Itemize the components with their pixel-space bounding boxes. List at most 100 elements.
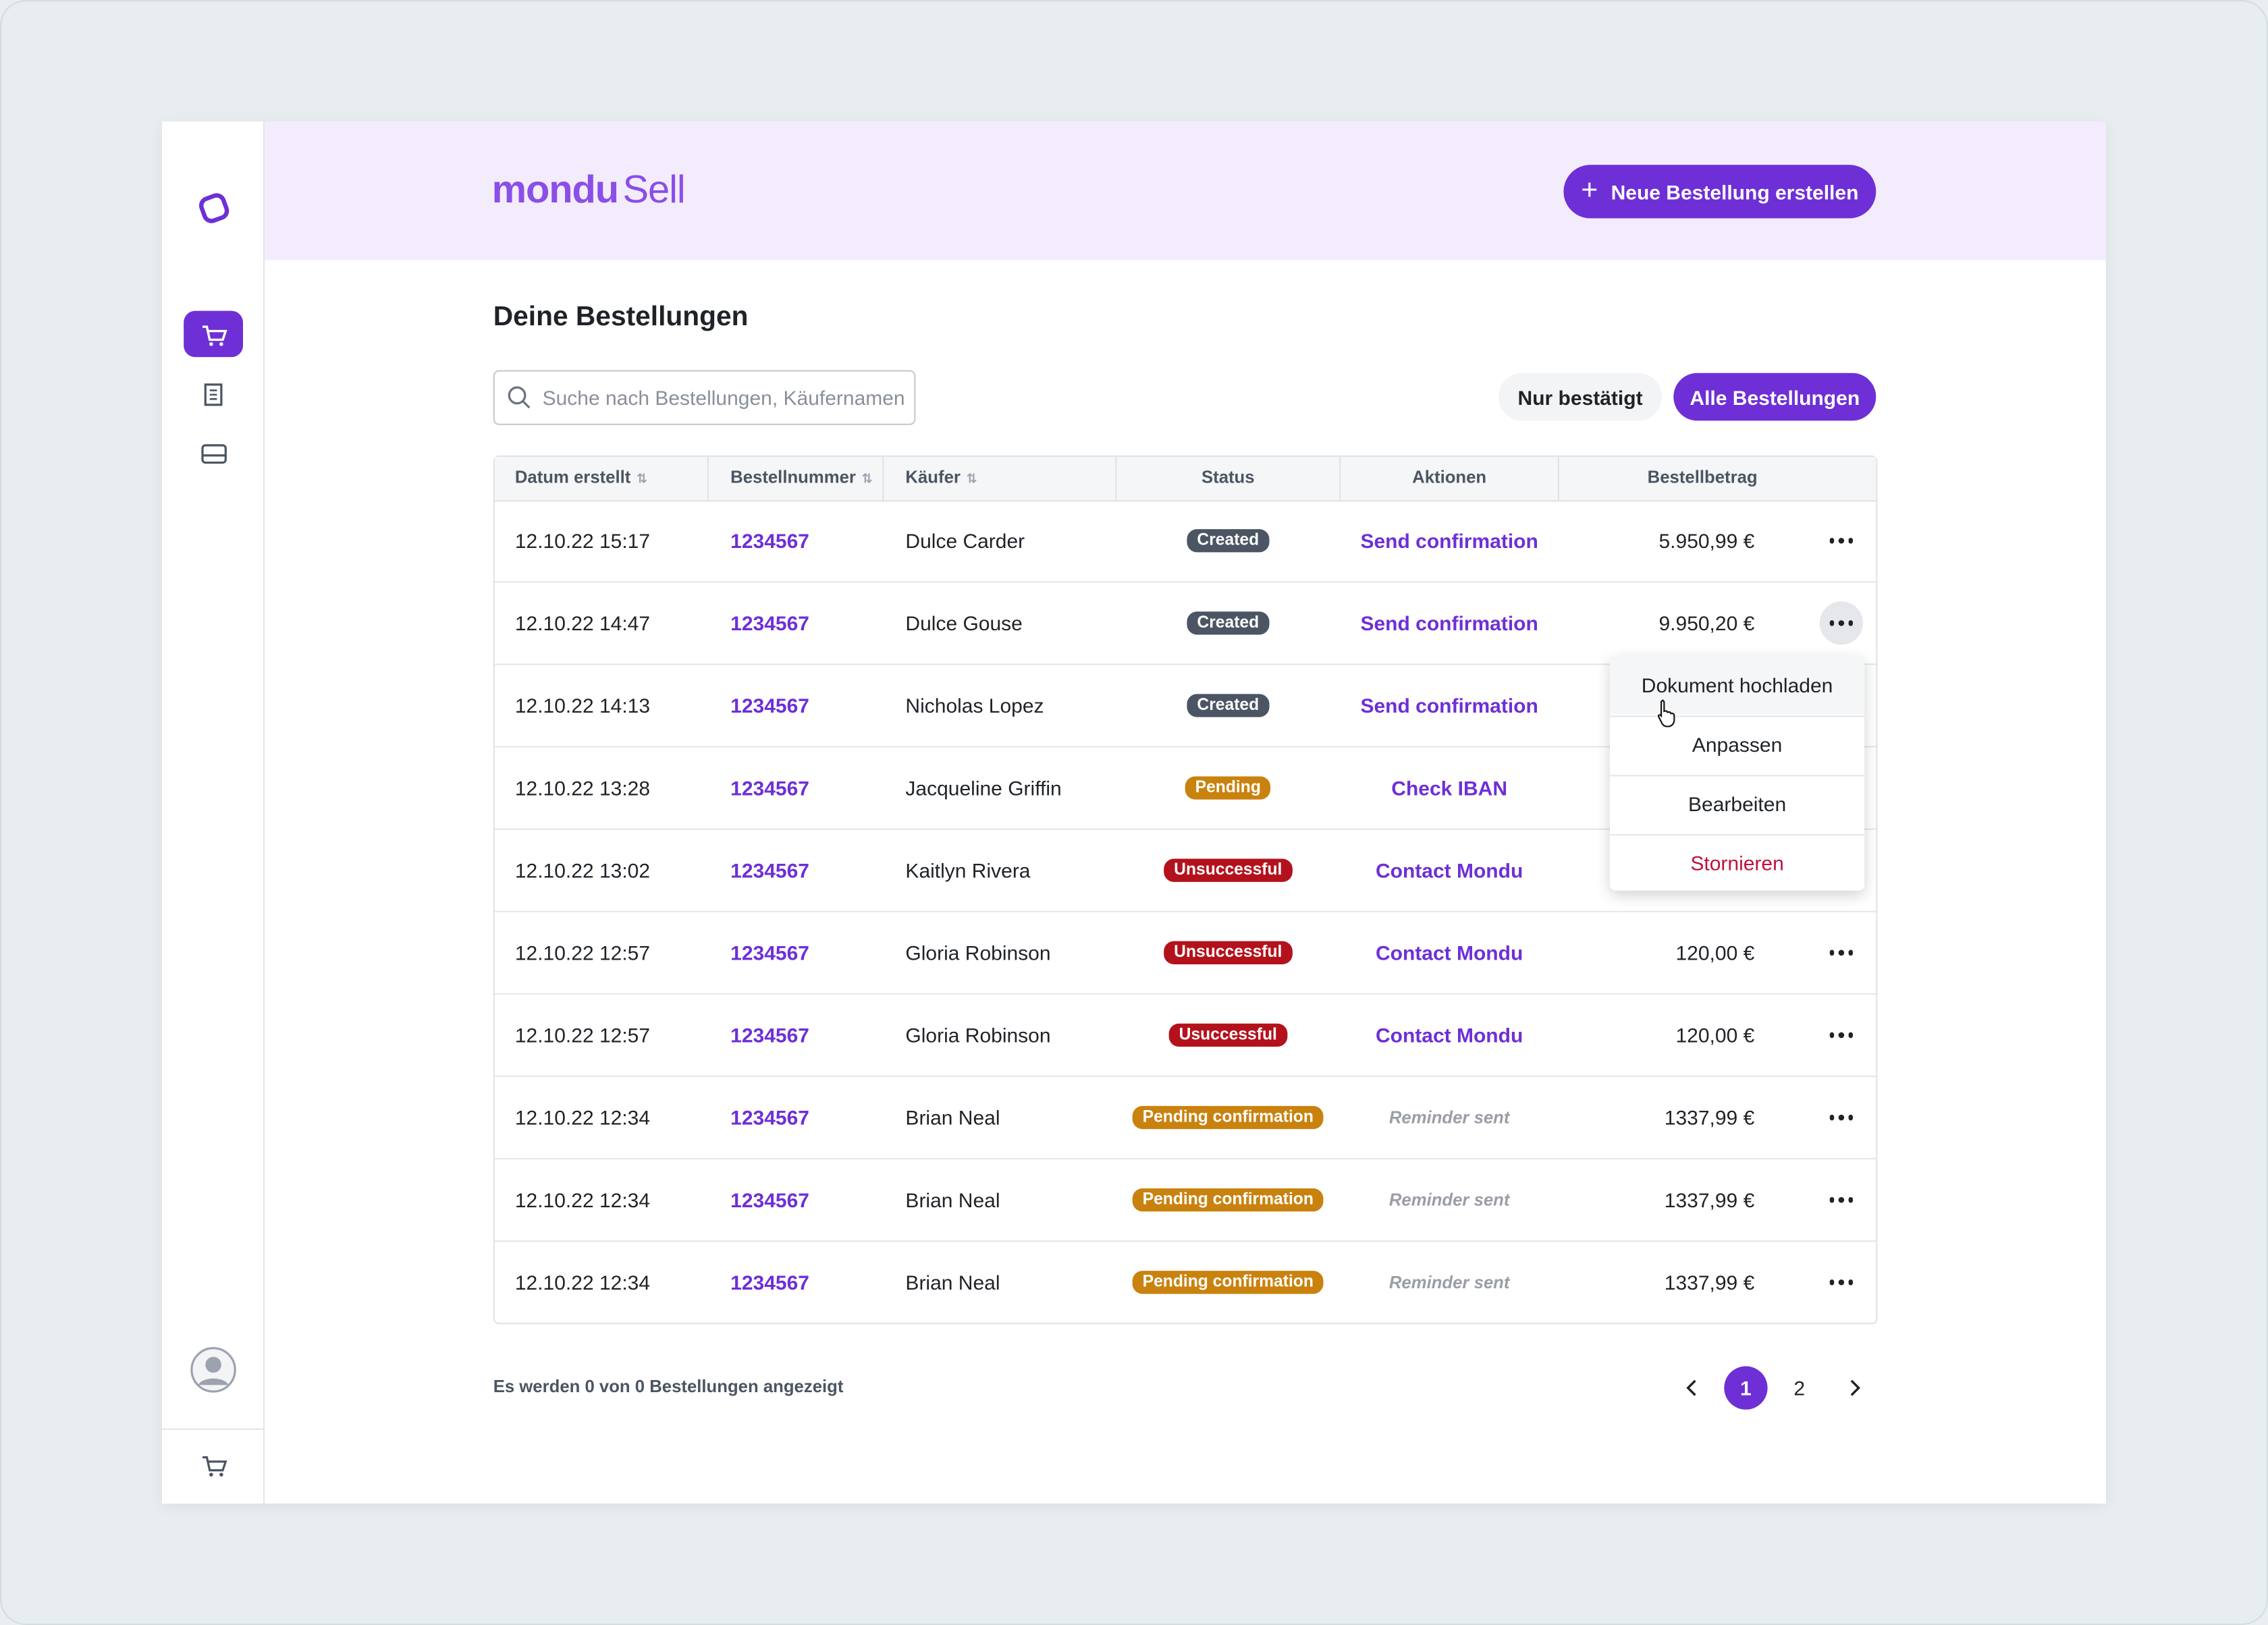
row-menu-button[interactable] bbox=[1820, 1178, 1863, 1221]
row-menu-button[interactable] bbox=[1820, 1261, 1863, 1304]
order-number[interactable]: 1234567 bbox=[730, 611, 809, 635]
order-number[interactable]: 1234567 bbox=[730, 529, 809, 553]
action-link[interactable]: Send confirmation bbox=[1360, 529, 1538, 553]
next-page[interactable] bbox=[1844, 1378, 1864, 1398]
row-divider bbox=[494, 1240, 1877, 1242]
dot bbox=[1848, 1032, 1854, 1038]
nav-payments[interactable] bbox=[200, 439, 229, 468]
menu-item[interactable]: Stornieren bbox=[1690, 851, 1784, 875]
status-badge: Created bbox=[1187, 529, 1270, 553]
order-number[interactable]: 1234567 bbox=[730, 1023, 809, 1047]
order-amount: 1337,99 € bbox=[1664, 1188, 1755, 1212]
dot bbox=[1848, 620, 1854, 626]
dot bbox=[1839, 1115, 1844, 1120]
dot bbox=[1848, 950, 1854, 956]
row-divider bbox=[494, 1075, 1877, 1078]
menu-divider bbox=[1610, 715, 1865, 717]
new-order-button[interactable]: + Neue Bestellung erstellen bbox=[1563, 165, 1877, 219]
order-date: 12.10.22 14:13 bbox=[514, 694, 651, 717]
page-title: Deine Bestellungen bbox=[493, 302, 749, 333]
dot bbox=[1848, 1279, 1854, 1286]
action-link: Reminder sent bbox=[1388, 1190, 1510, 1211]
order-number[interactable]: 1234567 bbox=[730, 1271, 809, 1294]
order-number[interactable]: 1234567 bbox=[730, 776, 809, 800]
order-number[interactable]: 1234567 bbox=[730, 858, 809, 882]
page-2[interactable]: 2 bbox=[1793, 1376, 1806, 1400]
dot bbox=[1829, 1115, 1835, 1120]
menu-item[interactable]: Bearbeiten bbox=[1688, 792, 1787, 816]
menu-item[interactable]: Dokument hochladen bbox=[1610, 656, 1865, 715]
page-1[interactable]: 1 bbox=[1724, 1366, 1768, 1410]
column-divider bbox=[1557, 456, 1559, 501]
column-divider bbox=[1115, 456, 1117, 501]
sort-icon: ⇅ bbox=[966, 471, 977, 486]
filter-confirmed[interactable]: Nur bestätigt bbox=[1498, 373, 1663, 421]
order-number[interactable]: 1234567 bbox=[730, 694, 809, 717]
column-header[interactable]: Aktionen bbox=[1412, 466, 1487, 487]
dot bbox=[1839, 950, 1844, 956]
order-date: 12.10.22 15:17 bbox=[514, 529, 651, 553]
nav-orders[interactable] bbox=[184, 310, 243, 358]
column-divider bbox=[882, 456, 884, 501]
status-badge: Pending confirmation bbox=[1132, 1105, 1324, 1130]
buyer-name: Kaitlyn Rivera bbox=[905, 858, 1031, 882]
order-number[interactable]: 1234567 bbox=[730, 1188, 809, 1212]
order-date: 12.10.22 14:47 bbox=[514, 611, 651, 635]
action-link[interactable]: Send confirmation bbox=[1360, 694, 1538, 717]
prev-page[interactable] bbox=[1682, 1378, 1702, 1398]
status-badge: Pending confirmation bbox=[1132, 1271, 1324, 1294]
dot bbox=[1829, 1279, 1835, 1286]
buyer-name: Brian Neal bbox=[905, 1188, 1000, 1212]
column-header[interactable]: Status bbox=[1201, 466, 1255, 487]
search-box[interactable]: Suche nach Bestellungen, Käufernamen bbox=[493, 370, 916, 425]
menu-item[interactable]: Anpassen bbox=[1692, 733, 1783, 756]
order-date: 12.10.22 12:34 bbox=[514, 1188, 651, 1212]
column-header[interactable]: Bestellbetrag bbox=[1647, 466, 1758, 487]
row-menu-button[interactable] bbox=[1820, 519, 1863, 562]
nav-cart[interactable] bbox=[198, 1450, 230, 1482]
table-header bbox=[494, 456, 1877, 502]
app-logo[interactable] bbox=[196, 191, 231, 225]
row-menu-button[interactable] bbox=[1820, 931, 1863, 974]
action-link[interactable]: Contact Mondu bbox=[1375, 858, 1523, 882]
order-amount: 5.950,99 € bbox=[1658, 529, 1755, 553]
action-link: Reminder sent bbox=[1388, 1272, 1510, 1293]
buyer-name: Dulce Gouse bbox=[905, 611, 1023, 635]
order-number[interactable]: 1234567 bbox=[730, 941, 809, 964]
status-badge: Pending confirmation bbox=[1132, 1188, 1324, 1212]
button-label: Neue Bestellung erstellen bbox=[1611, 180, 1859, 204]
sidebar-divider bbox=[162, 1428, 263, 1430]
column-header[interactable]: Käufer ⇅ bbox=[905, 466, 977, 487]
menu-divider bbox=[1610, 834, 1865, 836]
plus-icon: + bbox=[1581, 175, 1598, 207]
order-date: 12.10.22 13:02 bbox=[514, 858, 651, 882]
action-link[interactable]: Check IBAN bbox=[1391, 776, 1508, 800]
logo-main: mondu bbox=[491, 167, 620, 211]
dot bbox=[1829, 538, 1835, 543]
order-amount: 1337,99 € bbox=[1664, 1271, 1755, 1294]
dot bbox=[1839, 1032, 1844, 1038]
action-link[interactable]: Send confirmation bbox=[1360, 611, 1538, 635]
dot bbox=[1848, 1197, 1854, 1203]
dot bbox=[1839, 1279, 1844, 1286]
order-amount: 120,00 € bbox=[1675, 941, 1755, 964]
row-menu-button[interactable] bbox=[1820, 1096, 1863, 1139]
user-avatar[interactable] bbox=[190, 1346, 238, 1394]
action-link[interactable]: Contact Mondu bbox=[1375, 1023, 1523, 1047]
buyer-name: Gloria Robinson bbox=[905, 1023, 1051, 1047]
buyer-name: Jacqueline Griffin bbox=[905, 776, 1062, 800]
column-header[interactable]: Bestellnummer ⇅ bbox=[730, 466, 873, 487]
sort-icon: ⇅ bbox=[636, 471, 648, 486]
buyer-name: Nicholas Lopez bbox=[905, 694, 1044, 717]
order-number[interactable]: 1234567 bbox=[730, 1105, 809, 1130]
row-menu-button[interactable] bbox=[1820, 1014, 1863, 1057]
action-link[interactable]: Contact Mondu bbox=[1375, 941, 1523, 964]
row-menu-button[interactable] bbox=[1819, 601, 1863, 645]
nav-invoices[interactable] bbox=[200, 380, 229, 409]
column-header[interactable]: Datum erstellt ⇅ bbox=[514, 466, 648, 487]
row-divider bbox=[494, 581, 1877, 583]
row-divider bbox=[494, 910, 1877, 912]
filter-all[interactable]: Alle Bestellungen bbox=[1673, 373, 1877, 421]
